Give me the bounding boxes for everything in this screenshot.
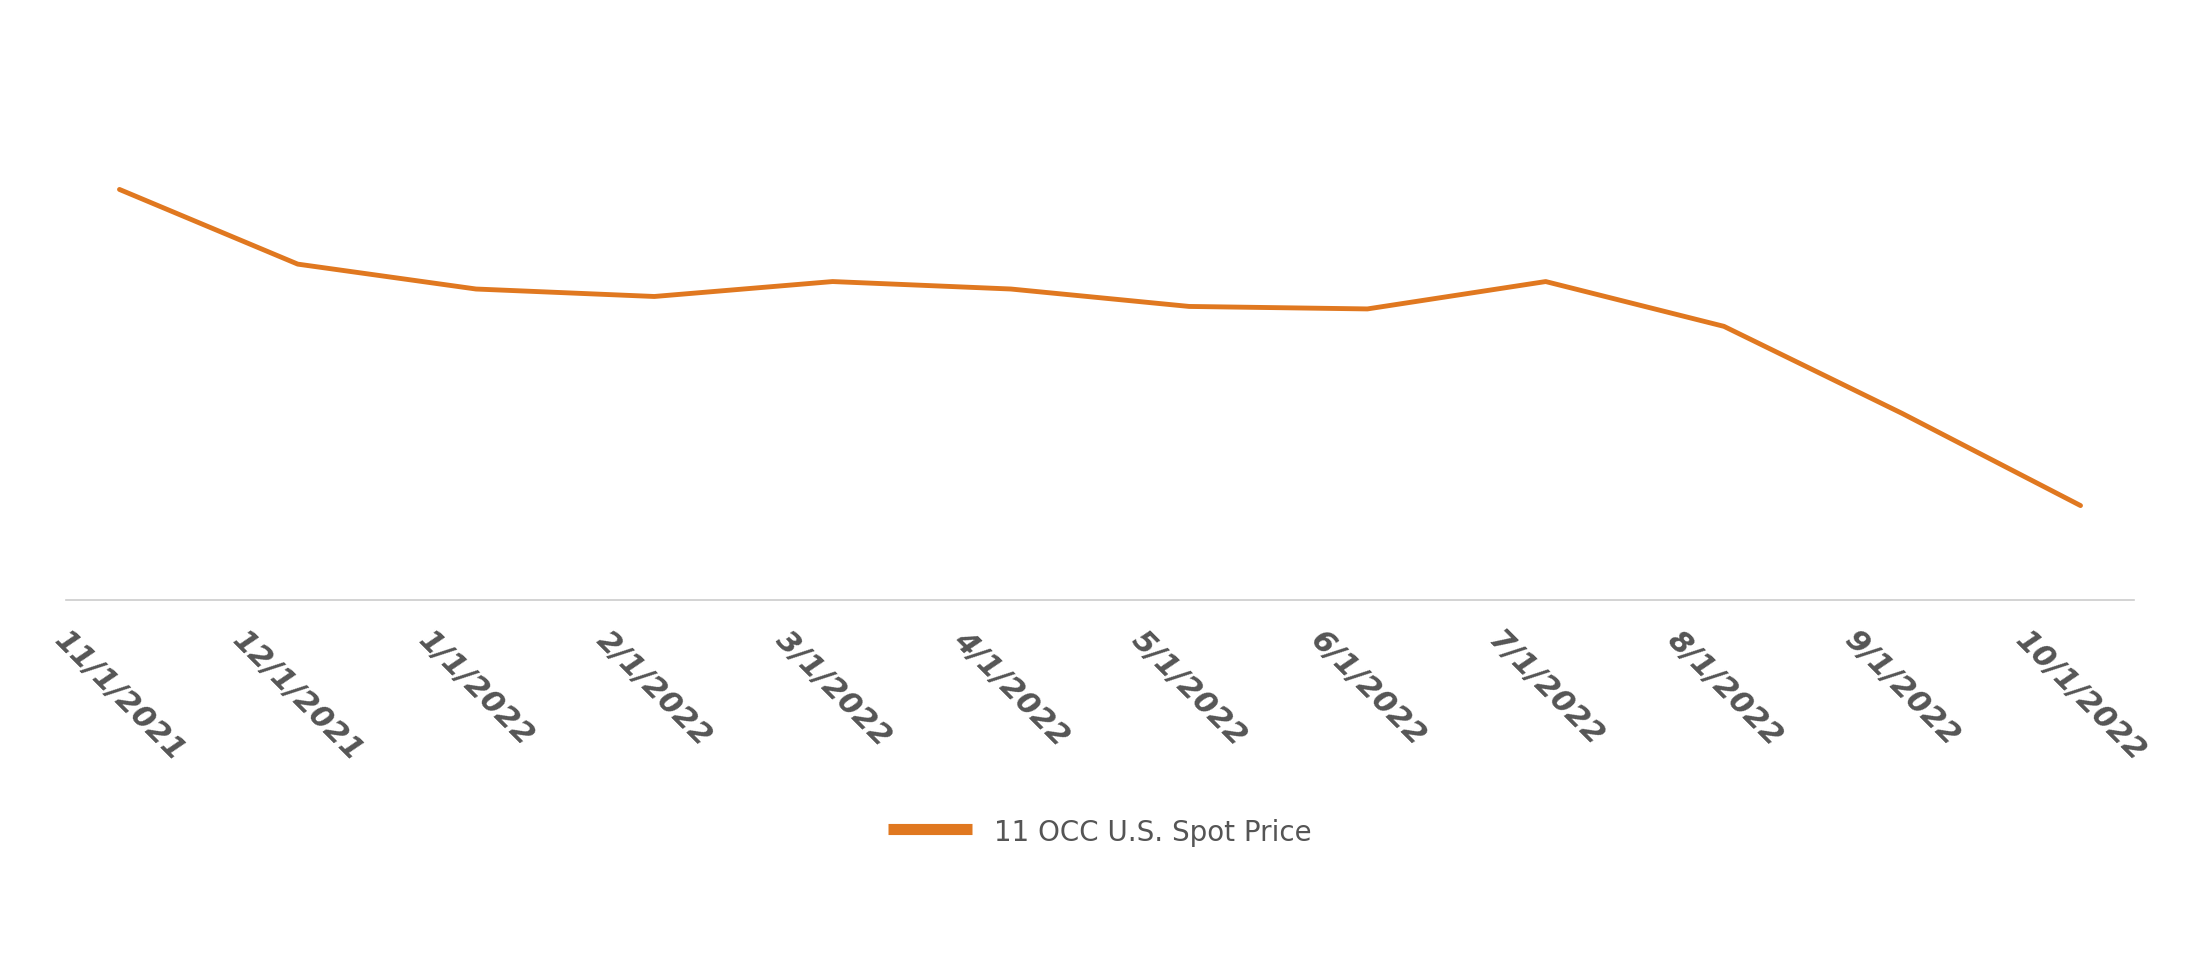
Legend: 11 OCC U.S. Spot Price: 11 OCC U.S. Spot Price bbox=[878, 806, 1322, 858]
